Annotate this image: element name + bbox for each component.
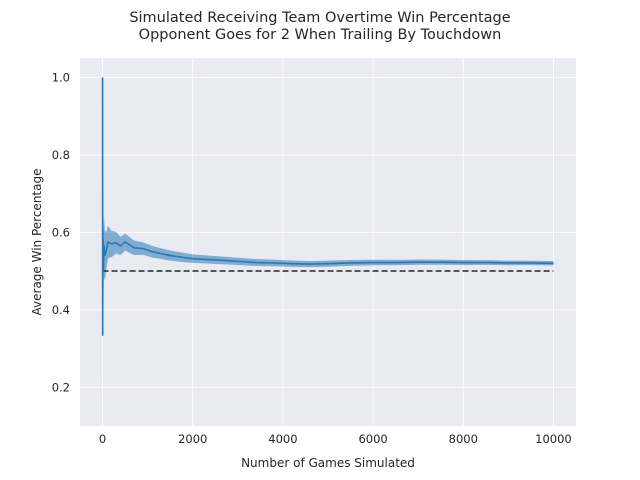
- y-tick-label: 0.4: [52, 303, 70, 317]
- plot-area: [80, 58, 576, 426]
- chart-title-line2: Opponent Goes for 2 When Trailing By Tou…: [139, 27, 502, 43]
- y-tick-label: 1.0: [52, 70, 70, 84]
- x-axis-label: Number of Games Simulated: [241, 456, 415, 470]
- y-axis-label: Average Win Percentage: [30, 169, 44, 316]
- y-tick-label: 0.8: [52, 148, 70, 162]
- y-tick-label: 0.2: [52, 380, 70, 394]
- y-tick-label: 0.6: [52, 225, 70, 239]
- x-tick-label: 6000: [358, 432, 387, 446]
- x-tick-label: 2000: [178, 432, 207, 446]
- x-tick-labels: 0 2000 4000 6000 8000 10000: [99, 432, 572, 446]
- y-gridlines: [80, 76, 576, 388]
- x-tick-label: 10000: [535, 432, 572, 446]
- chart-title-line1: Simulated Receiving Team Overtime Win Pe…: [129, 10, 510, 26]
- x-gridlines: [102, 58, 554, 426]
- x-tick-label: 8000: [449, 432, 478, 446]
- y-tick-labels: 0.2 0.4 0.6 0.8 1.0: [52, 70, 70, 394]
- running-average-line: [101, 77, 554, 336]
- x-tick-label: 4000: [268, 432, 297, 446]
- x-tick-label: 0: [99, 432, 106, 446]
